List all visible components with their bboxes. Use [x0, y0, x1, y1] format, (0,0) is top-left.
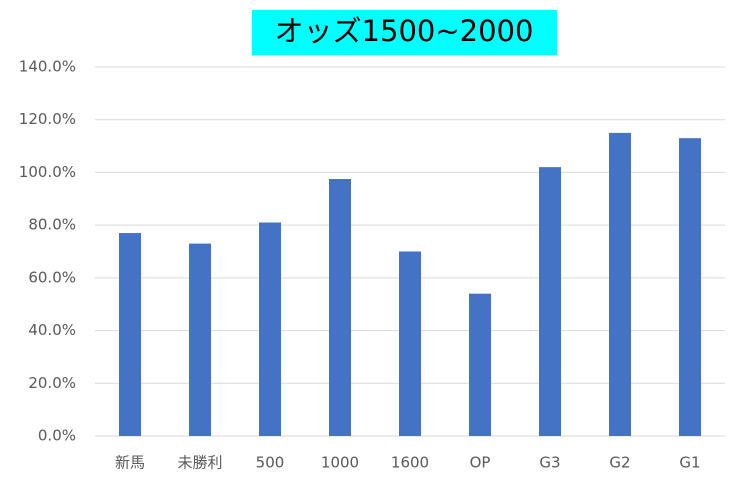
- y-tick-label: 20.0%: [28, 374, 76, 392]
- x-tick-label: 1000: [321, 454, 359, 472]
- x-tick-label: 500: [256, 454, 285, 472]
- x-tick-label: G2: [609, 454, 630, 472]
- y-tick-label: 80.0%: [28, 216, 76, 234]
- x-tick-label: 1600: [391, 454, 429, 472]
- chart-title: オッズ1500~2000: [275, 14, 534, 48]
- bar: [679, 138, 701, 436]
- bar: [329, 179, 351, 436]
- bar: [539, 167, 561, 436]
- y-tick-label: 40.0%: [28, 321, 76, 339]
- bar: [469, 293, 491, 436]
- title-background: [252, 10, 557, 55]
- bar: [189, 243, 211, 436]
- y-tick-label: 120.0%: [19, 110, 76, 128]
- x-tick-label: OP: [470, 454, 491, 472]
- x-tick-label: G3: [539, 454, 560, 472]
- bar: [609, 132, 631, 436]
- y-tick-label: 140.0%: [19, 58, 76, 76]
- bar: [399, 251, 421, 436]
- y-tick-label: 100.0%: [19, 163, 76, 181]
- bar: [119, 233, 141, 436]
- y-tick-label: 60.0%: [28, 268, 76, 286]
- bar: [259, 222, 281, 436]
- x-tick-label: 新馬: [115, 454, 145, 472]
- y-tick-label: 0.0%: [38, 427, 76, 445]
- x-tick-label: G1: [679, 454, 700, 472]
- x-tick-label: 未勝利: [177, 454, 222, 472]
